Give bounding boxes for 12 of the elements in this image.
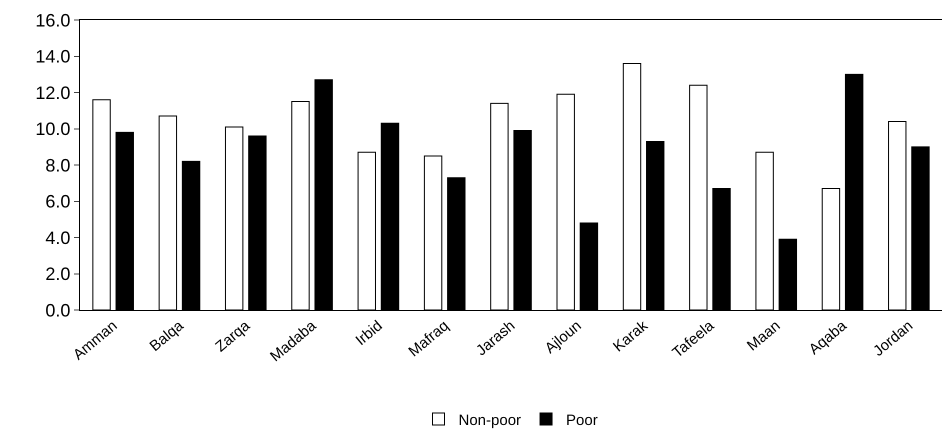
legend-label: Poor: [566, 412, 598, 429]
y-tick-label: 4.0: [45, 228, 70, 248]
y-tick-label: 14.0: [35, 46, 70, 67]
y-tick-label: 0.0: [45, 300, 70, 320]
y-tick-label: 2.0: [45, 264, 70, 284]
legend-label: Non-poor: [458, 412, 522, 429]
y-tick-label: 12.0: [35, 82, 70, 103]
y-tick-label: 6.0: [45, 192, 70, 212]
y-tick-label: 10.0: [35, 119, 70, 140]
y-tick-label: 8.0: [45, 155, 70, 176]
x-tick-label: Irbid: [352, 317, 386, 350]
y-tick-label: 16.0: [35, 10, 70, 30]
